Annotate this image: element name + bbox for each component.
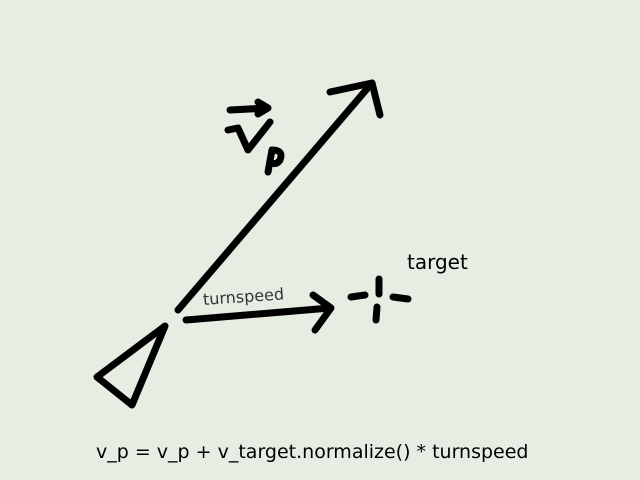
ship-triangle [93, 322, 169, 409]
v-p-subscript-p [264, 146, 285, 176]
v-p-symbol [224, 98, 285, 176]
formula-text: v_p = v_p + v_target.normalize() * turns… [96, 441, 529, 463]
velocity-arrow-head [326, 79, 384, 119]
velocity-arrow-shaft [174, 79, 376, 314]
v-p-letter-v [224, 118, 274, 154]
turnspeed-arrow-shaft [182, 304, 334, 324]
turnspeed-arrow-head [309, 291, 335, 334]
crosshair-right [389, 293, 412, 303]
crosshair-bottom [372, 303, 381, 324]
crosshair-left [347, 291, 369, 301]
v-p-vector-bar [226, 98, 272, 118]
target-crosshair [347, 275, 412, 324]
target-label: target [407, 250, 468, 274]
